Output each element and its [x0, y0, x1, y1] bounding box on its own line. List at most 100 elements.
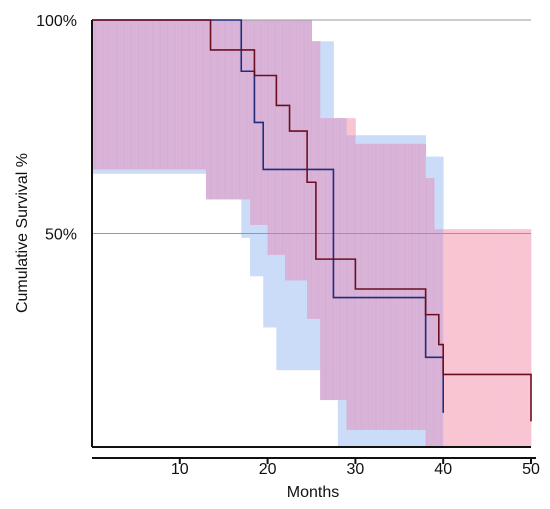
ci-band-overlap	[219, 20, 221, 200]
ci-band-overlap	[300, 20, 303, 281]
ci-band-overlap	[418, 143, 420, 430]
ci-band-overlap	[169, 20, 171, 170]
ci-band-overlap	[304, 20, 306, 281]
ci-band-red	[444, 229, 446, 447]
ci-band-overlap	[134, 20, 136, 170]
ci-band-red	[451, 229, 453, 447]
ci-band-overlap	[131, 20, 133, 170]
ci-band-overlap	[381, 143, 384, 430]
x-tick-label-30: 30	[347, 461, 365, 478]
ci-band-overlap	[421, 143, 423, 430]
ci-band-overlap	[368, 143, 370, 430]
ci-band-overlap	[408, 143, 411, 430]
ci-band-red	[486, 229, 488, 447]
ci-band-overlap	[412, 143, 414, 430]
ci-band-overlap	[196, 20, 198, 170]
ci-band-overlap	[137, 20, 139, 170]
ci-band-red	[481, 229, 484, 447]
y-axis-label: Cumulative Survival %	[14, 153, 31, 313]
ci-band-overlap	[187, 20, 189, 170]
ci-band-overlap	[250, 20, 252, 225]
ci-band-overlap	[281, 20, 283, 255]
ci-band-overlap	[102, 20, 104, 170]
ci-band-overlap	[374, 143, 376, 430]
ci-band-overlap	[171, 20, 173, 170]
ci-band-overlap	[165, 20, 168, 170]
ci-band-overlap	[315, 41, 318, 319]
ci-band-overlap	[106, 20, 108, 170]
ci-band-overlap	[279, 20, 282, 255]
ci-band-overlap	[248, 20, 250, 200]
ci-band-overlap	[103, 20, 105, 170]
ci-band-red	[466, 229, 469, 447]
ci-band-overlap	[285, 20, 287, 281]
ci-band-overlap	[214, 20, 216, 200]
ci-band-overlap	[221, 20, 224, 200]
ci-band-overlap	[120, 20, 122, 170]
ci-band-overlap	[439, 229, 441, 447]
ci-band-red	[461, 229, 463, 447]
ci-band-overlap	[185, 20, 187, 170]
ci-band-overlap	[173, 20, 175, 170]
ci-band-overlap	[115, 20, 117, 170]
ci-band-overlap	[394, 143, 396, 430]
ci-band-overlap	[122, 20, 125, 170]
ci-band-red	[476, 229, 478, 447]
ci-band-overlap	[176, 20, 178, 170]
ci-band-overlap	[186, 20, 189, 170]
ci-band-overlap	[221, 20, 223, 200]
ci-band-red	[444, 229, 447, 447]
ci-band-overlap	[435, 229, 437, 447]
ci-band-overlap	[378, 143, 380, 430]
ci-band-overlap	[271, 20, 274, 255]
ci-band-overlap	[389, 143, 391, 430]
ci-band-overlap	[317, 41, 319, 319]
ci-band-overlap	[252, 20, 254, 225]
ci-band-overlap	[352, 135, 355, 430]
ci-band-overlap	[210, 20, 212, 200]
ci-band-overlap	[372, 143, 375, 430]
ci-band-overlap	[121, 20, 124, 170]
ci-band-red	[480, 229, 483, 447]
ci-band-overlap	[146, 20, 148, 170]
ci-band-overlap	[133, 20, 135, 170]
ci-band-overlap	[397, 143, 399, 430]
ci-band-red	[462, 229, 464, 447]
ci-band-overlap	[200, 20, 203, 170]
ci-band-overlap	[290, 20, 292, 281]
ci-band-overlap	[94, 20, 96, 170]
ci-band-overlap	[100, 20, 103, 170]
ci-band-overlap	[207, 20, 210, 200]
ci-band-overlap	[99, 20, 102, 170]
ci-band-red	[523, 229, 526, 447]
ci-band-red	[463, 229, 465, 447]
ci-band-overlap	[151, 20, 153, 170]
ci-band-overlap	[430, 177, 432, 448]
ci-band-red	[473, 229, 475, 447]
ci-band-red	[475, 229, 477, 447]
ci-band-overlap	[270, 20, 272, 255]
ci-band-overlap	[110, 20, 112, 170]
ci-band-overlap	[420, 143, 422, 430]
ci-band-overlap	[314, 41, 316, 319]
ci-band-overlap	[399, 143, 401, 430]
ci-band-red	[494, 229, 496, 447]
ci-band-overlap	[183, 20, 185, 170]
ci-band-red	[527, 229, 529, 447]
ci-band-red	[459, 229, 462, 447]
ci-band-overlap	[171, 20, 174, 170]
y-tick-label-100: 100%	[36, 13, 77, 30]
ci-band-overlap	[109, 20, 111, 170]
ci-band-overlap	[149, 20, 151, 170]
ci-band-overlap	[159, 20, 161, 170]
ci-band-red	[495, 229, 498, 447]
ci-band-overlap	[149, 20, 152, 170]
ci-band-overlap	[154, 20, 156, 170]
ci-band-red	[458, 229, 460, 447]
ci-band-overlap	[377, 143, 379, 430]
ci-band-overlap	[395, 143, 398, 430]
ci-band-overlap	[233, 20, 235, 200]
ci-band-overlap	[178, 20, 180, 170]
ci-band-overlap	[166, 20, 168, 170]
ci-band-red	[524, 229, 527, 447]
